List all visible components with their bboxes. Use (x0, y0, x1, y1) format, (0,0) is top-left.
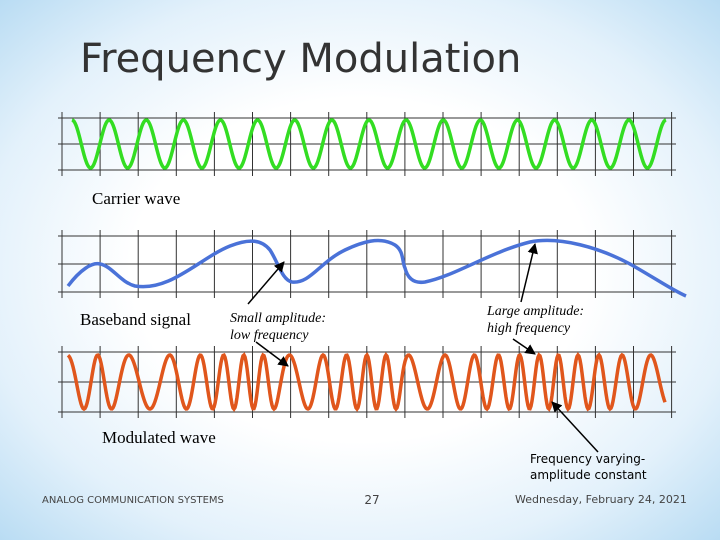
arrow (255, 341, 289, 367)
arrow (512, 338, 536, 355)
annotation-large: high frequency (487, 321, 571, 336)
annotation-freq: amplitude constant (530, 468, 647, 482)
footer-date: Wednesday, February 24, 2021 (515, 493, 687, 506)
carrier-wave (71, 118, 667, 170)
footer-left: ANALOG COMMUNICATION SYSTEMS (42, 495, 224, 506)
title: Frequency Modulation (80, 36, 521, 82)
annotation-large: Large amplitude: (486, 304, 584, 319)
baseband-label: Baseband signal (80, 310, 191, 329)
page-number: 27 (364, 493, 379, 507)
arrows (247, 242, 599, 453)
annotation-small: Small amplitude: (230, 311, 326, 326)
annotation-freq: Frequency varying- (530, 452, 645, 466)
arrow (247, 261, 285, 305)
annotation-small: low frequency (230, 328, 309, 343)
baseband-signal (66, 238, 687, 298)
carrier-label: Carrier wave (92, 189, 180, 208)
modulated-label: Modulated wave (102, 428, 216, 447)
modulated-wave (66, 352, 667, 412)
arrow (551, 401, 599, 453)
arrow (520, 242, 538, 303)
